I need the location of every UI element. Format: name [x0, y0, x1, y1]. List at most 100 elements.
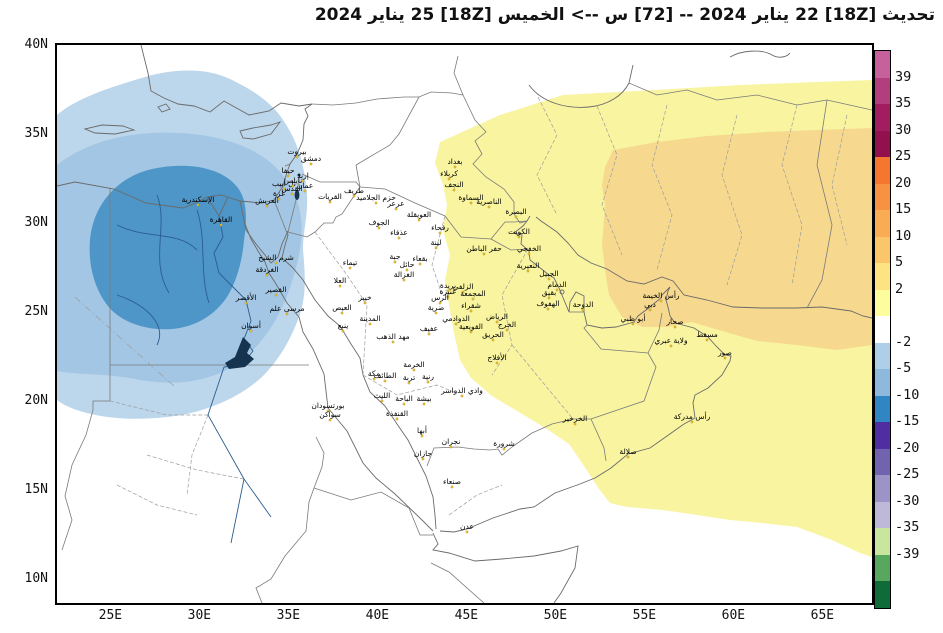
city-dot: [338, 284, 342, 288]
city-dot: [449, 445, 453, 449]
city-dot: [452, 188, 456, 192]
city-dot: [471, 297, 475, 301]
longitude-tick-label: 40E: [365, 608, 390, 623]
city-dot: [546, 307, 550, 311]
legend-value-label: 20: [895, 174, 912, 191]
legend-value-label: -5: [895, 360, 912, 376]
city-label: مسقط: [696, 330, 718, 339]
city-dot: [340, 311, 344, 315]
legend-color-cell: [875, 263, 890, 290]
city-label: رنية: [422, 372, 434, 381]
city-label: رأس مدركة: [674, 411, 711, 421]
longitude-tick-label: 45E: [454, 608, 479, 623]
city-dot: [446, 289, 450, 293]
city-label: شرورة: [493, 439, 515, 448]
city-dot: [295, 155, 299, 159]
city-dot: [301, 179, 305, 183]
longitude-tick-label: 65E: [810, 608, 835, 623]
city-dot: [526, 269, 530, 273]
city-dot: [368, 322, 372, 326]
city-label: طريف: [344, 186, 364, 195]
city-dot: [626, 455, 630, 459]
city-label: خيبر: [357, 293, 372, 302]
city-dot: [372, 377, 376, 381]
city-dot: [277, 197, 281, 201]
city-label: نابلس: [284, 176, 303, 185]
sea-of-galilee: [297, 173, 301, 177]
city-label: بقيق: [542, 288, 556, 297]
color-scale-bar: [874, 50, 891, 609]
city-dot: [265, 273, 269, 277]
legend-value-label: 10: [895, 227, 912, 244]
city-label: الرياض: [486, 312, 508, 321]
city-dot: [290, 192, 294, 196]
city-label: جازان: [414, 449, 432, 458]
legend-value-label: -35: [895, 519, 920, 535]
city-dot: [723, 356, 727, 360]
city-label: القدس: [281, 184, 302, 193]
legend-color-cell: [875, 369, 890, 396]
city-dot: [461, 290, 465, 294]
city-dot: [505, 328, 509, 332]
city-label: الغزالة: [394, 270, 415, 279]
city-label: عذفاء: [390, 228, 408, 237]
city-label: تربة: [403, 373, 415, 382]
city-dot: [482, 252, 486, 256]
city-label: أسوان: [241, 320, 261, 330]
city-dot: [285, 312, 289, 316]
city-dot: [397, 236, 401, 240]
city-dot: [421, 457, 425, 461]
city-label: الدوحة: [573, 300, 594, 309]
legend-color-cell: [875, 448, 890, 475]
latitude-tick-label: 25N: [24, 304, 48, 319]
city-label: صحار: [665, 317, 683, 326]
city-label: غزة: [273, 189, 285, 198]
city-dot: [631, 322, 635, 326]
city-dot: [265, 204, 269, 208]
legend-color-cell: [875, 210, 890, 237]
city-dot: [391, 340, 395, 344]
city-dot: [394, 207, 398, 211]
latitude-tick-label: 35N: [24, 126, 48, 141]
city-dot: [412, 368, 416, 372]
city-label: ينبع: [338, 321, 349, 330]
city-dot: [555, 288, 559, 292]
city-label: الخفجي: [517, 244, 541, 253]
city-label: عرعر: [386, 199, 404, 208]
city-label: لينة: [431, 238, 442, 247]
city-dot: [249, 329, 253, 333]
city-label: عفيف: [420, 324, 438, 333]
city-label: الأفلاج: [487, 352, 506, 362]
legend-color-cell: [875, 475, 890, 502]
legend-color-cell: [875, 104, 890, 131]
city-label: العريش: [255, 196, 279, 205]
legend-value-label: 2: [895, 280, 904, 297]
city-label: صنعاء: [443, 477, 461, 486]
city-dot: [573, 422, 577, 426]
city-dot: [348, 266, 352, 270]
city-label: مرسى علم: [269, 304, 304, 313]
city-label: حيفا: [282, 166, 295, 175]
city-label: القويعية: [459, 322, 483, 331]
city-label: رفحاء: [431, 223, 449, 232]
legend-color-cell: [875, 289, 890, 316]
city-dot: [446, 295, 450, 299]
negative-anomaly-10-15-region: [89, 165, 246, 330]
city-dot: [673, 325, 677, 329]
city-label: الليث: [374, 391, 390, 400]
city-label: القريات: [318, 192, 342, 201]
legend-color-cell: [875, 77, 890, 104]
city-label: الغردقة: [255, 265, 278, 274]
city-dot: [502, 447, 506, 451]
legend-color-cell: [875, 422, 890, 449]
legend-value-label: 25: [895, 148, 912, 164]
city-dot: [434, 311, 438, 315]
city-label: الزلفي: [453, 282, 474, 291]
anomaly-fill-layer: [57, 70, 872, 557]
city-dot: [393, 260, 397, 264]
city-dot: [547, 296, 551, 300]
latitude-tick-label: 10N: [24, 571, 48, 586]
city-dot: [469, 201, 473, 205]
city-label: الأقصر: [235, 292, 257, 302]
